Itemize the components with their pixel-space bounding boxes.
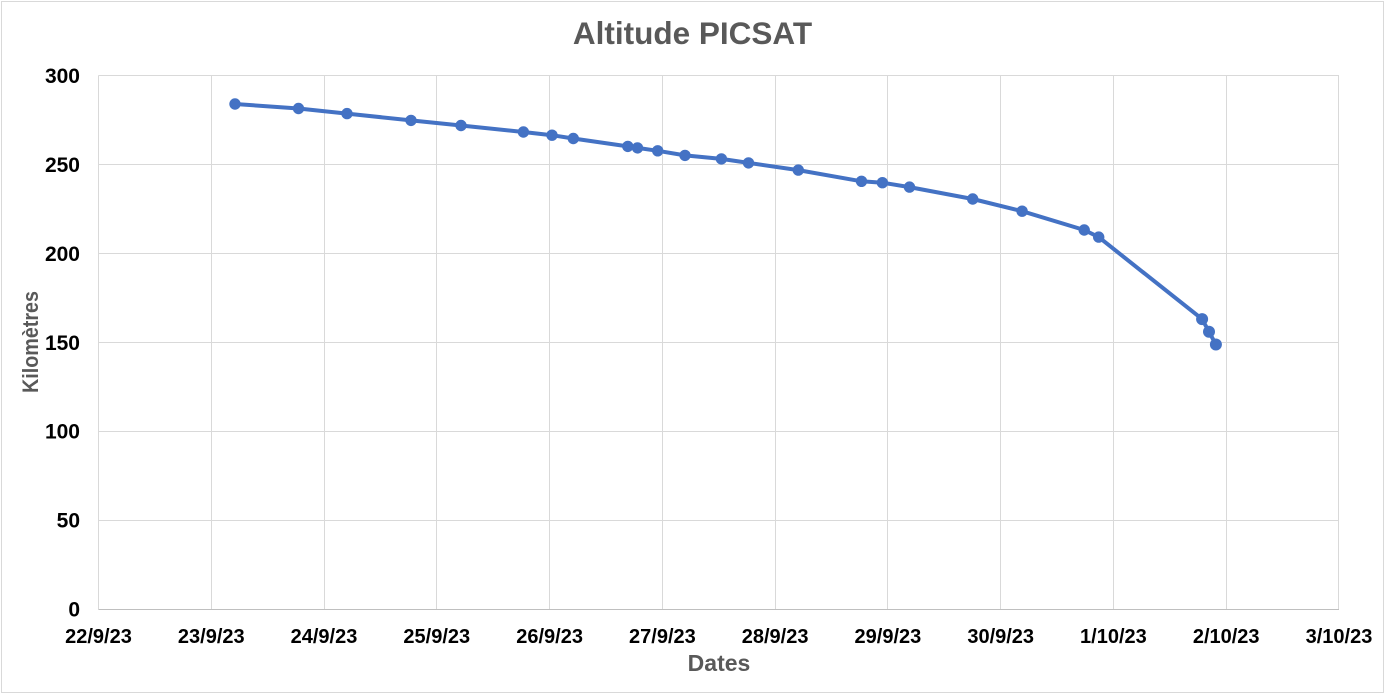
svg-text:24/9/23: 24/9/23 [291, 626, 358, 648]
svg-text:300: 300 [45, 65, 80, 88]
svg-text:200: 200 [45, 243, 80, 266]
svg-text:100: 100 [45, 421, 80, 444]
svg-text:28/9/23: 28/9/23 [742, 626, 809, 648]
svg-text:1/10/23: 1/10/23 [1080, 626, 1147, 648]
svg-text:250: 250 [45, 154, 80, 177]
svg-text:30/9/23: 30/9/23 [967, 626, 1034, 648]
svg-text:Dates: Dates [688, 650, 751, 676]
svg-text:150: 150 [45, 332, 80, 355]
svg-text:23/9/23: 23/9/23 [178, 626, 245, 648]
svg-text:2/10/23: 2/10/23 [1193, 626, 1260, 648]
svg-text:22/9/23: 22/9/23 [65, 626, 132, 648]
svg-text:0: 0 [68, 599, 80, 622]
svg-text:29/9/23: 29/9/23 [855, 626, 922, 648]
svg-text:26/9/23: 26/9/23 [516, 626, 583, 648]
svg-text:25/9/23: 25/9/23 [403, 626, 470, 648]
svg-text:Kilomètres: Kilomètres [18, 291, 43, 393]
svg-text:3/10/23: 3/10/23 [1306, 626, 1373, 648]
svg-text:Altitude PICSAT: Altitude PICSAT [573, 15, 812, 51]
svg-text:50: 50 [57, 510, 80, 533]
svg-text:27/9/23: 27/9/23 [629, 626, 696, 648]
